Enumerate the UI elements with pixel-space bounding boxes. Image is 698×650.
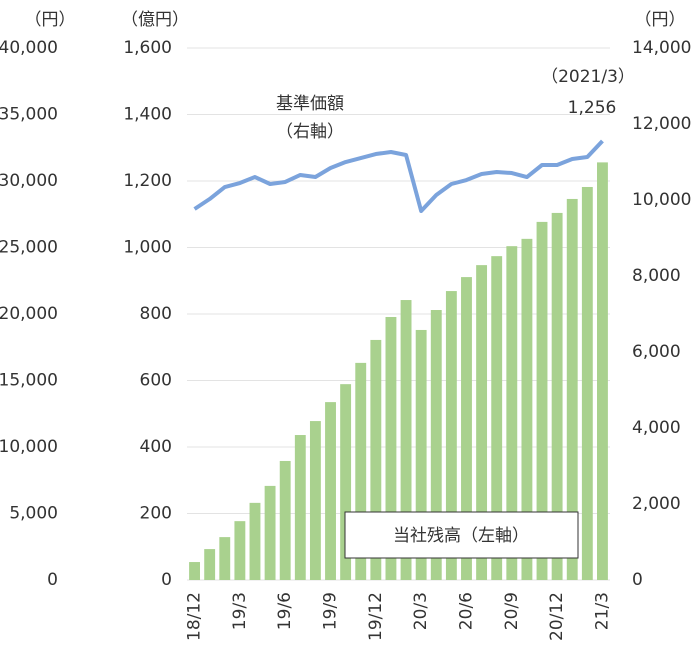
x-tick-label: 20/3: [411, 592, 431, 630]
bar: [521, 238, 533, 581]
bar: [385, 316, 397, 580]
outer-y-tick-label: 40,000: [0, 38, 58, 58]
annotation-value: 1,256: [568, 98, 617, 118]
outer-y-tick-label: 35,000: [0, 105, 58, 125]
x-tick-label: 19/6: [275, 592, 295, 630]
x-tick-label: 20/12: [547, 592, 567, 641]
bar: [340, 384, 352, 580]
y-tick-label: 200: [140, 504, 172, 524]
bar: [370, 339, 382, 580]
legend-label: 当社残高（左軸）: [393, 526, 529, 546]
bar: [566, 198, 578, 580]
bar: [264, 485, 276, 580]
bar: [461, 277, 472, 580]
bar: [415, 329, 427, 580]
bar: [506, 246, 518, 581]
bar: [476, 265, 488, 580]
outer-y-tick-label: 10,000: [0, 437, 58, 457]
bar: [430, 310, 442, 580]
bar: [581, 186, 593, 581]
y-tick-label: 1,400: [123, 105, 172, 125]
outer-y-tick-label: 30,000: [0, 171, 58, 191]
y-tick-label: 400: [140, 437, 172, 457]
outer-y-tick-label: 0: [47, 570, 58, 590]
outer-y-tick-label: 15,000: [0, 371, 58, 391]
y2-axis-label: （円）: [635, 10, 686, 30]
bar: [400, 300, 412, 580]
y2-tick-label: 10,000: [632, 190, 691, 210]
y2-tick-label: 14,000: [632, 38, 691, 58]
bar: [445, 291, 457, 580]
y-tick-label: 1,600: [123, 38, 172, 58]
bar: [491, 256, 503, 580]
bar: [279, 460, 291, 580]
bar: [219, 537, 231, 580]
x-tick-label: 20/6: [456, 592, 476, 630]
bar: [294, 435, 306, 580]
bar: [249, 502, 261, 580]
outer-y-tick-label: 5,000: [9, 504, 58, 524]
bar: [551, 212, 563, 581]
line-label-sub: （右軸）: [276, 122, 344, 142]
bar: [234, 521, 246, 580]
line-label: 基準価額: [276, 94, 344, 114]
annotation-date: （2021/3）: [541, 67, 635, 87]
legend-box: [344, 511, 579, 559]
outer-axis-label: （円）: [25, 10, 76, 30]
y2-tick-label: 0: [632, 570, 643, 590]
line: [193, 139, 604, 214]
y-axis-label: （億円）: [121, 10, 189, 30]
bar: [204, 549, 216, 580]
outer-y-tick-label: 20,000: [0, 304, 58, 324]
y2-tick-label: 2,000: [632, 494, 681, 514]
y2-tick-label: 12,000: [632, 114, 691, 134]
x-tick-label: 19/12: [366, 592, 386, 641]
bar: [309, 421, 321, 580]
bar: [355, 362, 367, 580]
x-tick-label: 19/9: [321, 592, 341, 630]
bar: [536, 221, 548, 580]
x-tick-label: 20/9: [502, 592, 522, 630]
y2-tick-label: 8,000: [632, 266, 681, 286]
y-tick-label: 1,200: [123, 171, 172, 191]
x-tick-label: 19/3: [230, 592, 250, 630]
x-tick-label: 18/12: [185, 592, 205, 641]
x-tick-label: 21/3: [592, 592, 612, 630]
y-tick-label: 800: [140, 304, 172, 324]
bar: [189, 562, 200, 580]
bar: [597, 162, 608, 580]
y2-tick-label: 4,000: [632, 418, 681, 438]
y-tick-label: 600: [140, 371, 172, 391]
bar: [325, 402, 336, 580]
y2-tick-label: 6,000: [632, 342, 681, 362]
outer-y-tick-label: 25,000: [0, 238, 58, 258]
y-tick-label: 1,000: [123, 238, 172, 258]
y-tick-label: 0: [161, 570, 172, 590]
